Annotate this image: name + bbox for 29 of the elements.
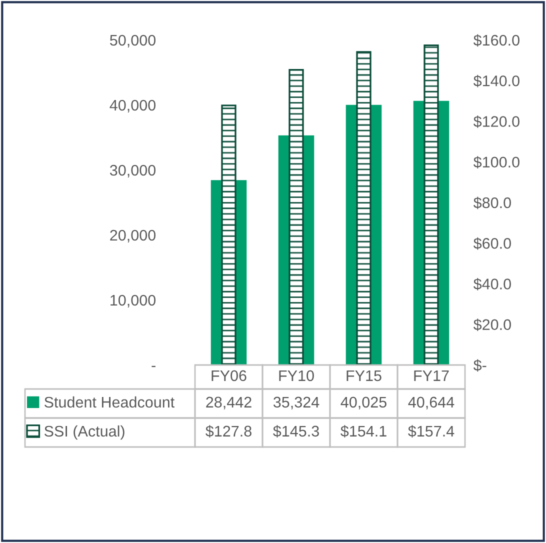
y-tick-label: 20,000 [110, 230, 156, 242]
y2-tick-label: $60.0 [474, 237, 511, 250]
data-label: $127.8 [206, 425, 252, 438]
y-tick-label: 10,000 [110, 294, 156, 308]
data-label: $145.3 [273, 425, 319, 438]
y2-tick-label: $80.0 [474, 196, 511, 210]
legend-label: SSI (Actual) [44, 425, 124, 440]
x-tick-label: FY10 [279, 370, 314, 382]
y2-tick-label: $100.0 [474, 156, 520, 168]
x-tick-label: FY15 [346, 370, 382, 382]
y-tick-label: 50,000 [110, 34, 156, 48]
y2-tick-label: $140.0 [474, 74, 520, 88]
data-label: 28,442 [206, 396, 252, 410]
y2-tick-label: $- [474, 359, 486, 372]
data-label: 35,324 [273, 396, 320, 410]
x-tick-label: FY17 [414, 370, 449, 381]
x-tick-label: FY06 [212, 370, 246, 382]
legend-label: Student Headcount [44, 396, 174, 408]
data-label: 40,025 [340, 396, 386, 410]
y2-tick-label: $40.0 [474, 278, 511, 290]
data-label: $157.4 [408, 425, 454, 438]
data-label: $154.1 [340, 425, 386, 438]
y2-tick-label: $120.0 [474, 115, 520, 128]
y-tick-label: - [152, 366, 156, 368]
data-label: 40,644 [408, 396, 454, 410]
y2-tick-label: $20.0 [474, 318, 511, 331]
y-tick-label: 40,000 [110, 100, 156, 112]
y2-tick-label: $160.0 [474, 34, 520, 47]
y-tick-label: 30,000 [110, 164, 156, 178]
